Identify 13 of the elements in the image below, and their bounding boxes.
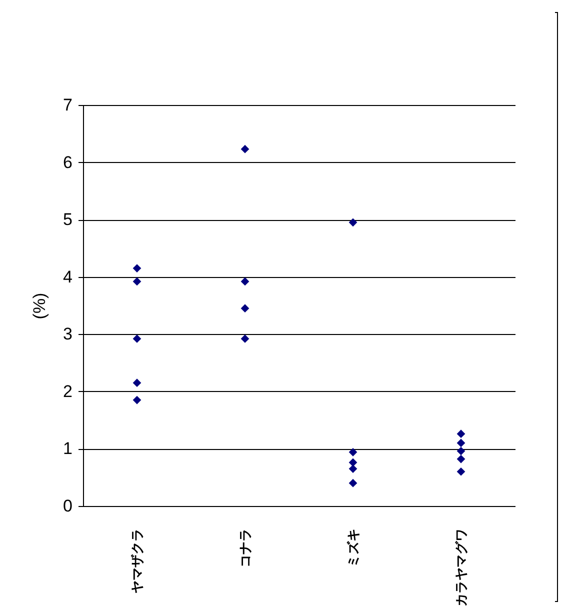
x-tick-label: ヤマザクラ [130,528,144,594]
y-axis-title: (%) [30,292,50,320]
x-tick-label: カラヤマグワ [454,528,468,606]
y-tick-label: 1 [63,439,72,458]
y-tick-label: 5 [63,210,72,230]
y-tick-label: 3 [63,324,72,344]
y-tick-label: 6 [63,152,72,172]
y-tick-label: 2 [63,382,72,401]
y-tick-label: 0 [63,496,72,516]
y-tick-label: 4 [63,267,72,286]
y-tick-label: 7 [63,96,72,114]
x-tick-label: ミズキ [346,528,360,568]
x-tick-label: コナラ [238,528,252,568]
